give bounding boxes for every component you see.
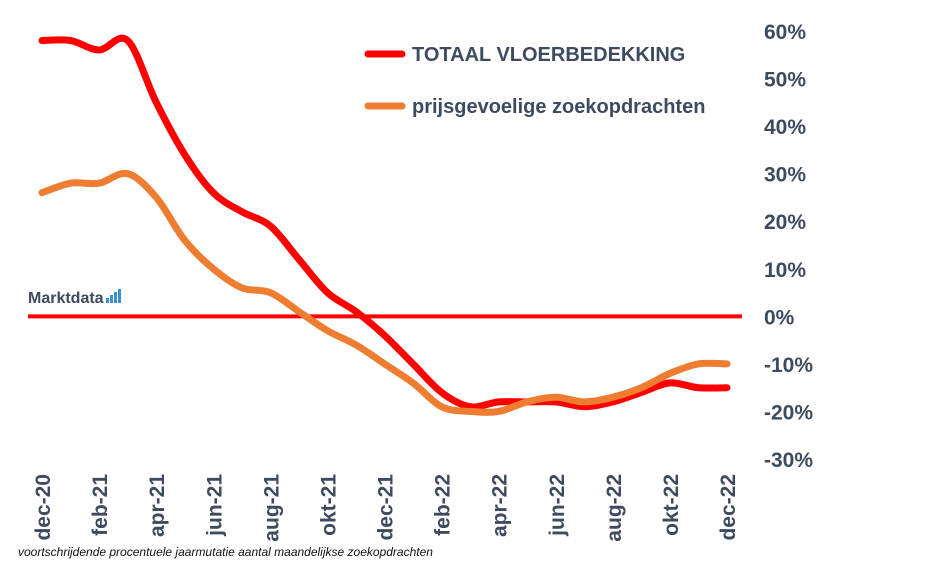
y-axis-ticks: 60% 50% 40% 30% 20% 10% 0% -10% -20% -30% [764, 21, 813, 472]
series-line-totaal-vloerbedekking [38, 34, 731, 411]
y-tick-label: 30% [764, 164, 806, 187]
y-tick-label: -10% [764, 354, 813, 377]
x-tick-label: okt-22 [660, 474, 683, 536]
y-tick-label: 10% [764, 259, 806, 282]
y-tick-label: -30% [764, 449, 813, 472]
y-tick-label: 0% [764, 306, 795, 329]
x-tick-label: feb-22 [432, 474, 455, 536]
x-tick-label: dec-21 [375, 474, 398, 541]
logo-text: Marktdata [28, 290, 104, 307]
legend-label-prijsgevoelig: prijsgevoelige zoekopdrachten [412, 96, 705, 118]
x-tick-label: aug-22 [603, 474, 626, 542]
y-tick-label: 40% [764, 116, 806, 139]
x-tick-label: apr-22 [489, 474, 512, 537]
series-line-prijsgevoelige-zoekopdrachten [38, 169, 731, 416]
x-tick-label: jun-22 [546, 474, 569, 537]
bar-chart-icon [105, 289, 122, 308]
y-tick-label: 20% [764, 211, 806, 234]
y-tick-label: 60% [764, 21, 806, 44]
x-tick-label: dec-20 [32, 474, 55, 541]
x-tick-label: jun-21 [203, 474, 226, 537]
marktdata-logo: Marktdata [28, 289, 122, 308]
x-tick-label: dec-22 [717, 474, 740, 541]
x-tick-label: aug-21 [260, 474, 283, 542]
series-layer [38, 34, 731, 416]
x-axis-ticks: dec-20 feb-21 apr-21 jun-21 aug-21 okt-21 dec-… [32, 474, 740, 542]
y-tick-label: 50% [764, 69, 806, 92]
x-tick-label: feb-21 [89, 474, 112, 536]
x-tick-label: okt-21 [317, 474, 340, 536]
x-tick-label: apr-21 [146, 474, 169, 537]
chart-footnote: voortschrijdende procentuele jaarmutatie… [18, 545, 433, 559]
y-tick-label: -20% [764, 401, 813, 424]
legend: TOTAAL VLOERBEDEKKING prijsgevoelige zoe… [364, 44, 705, 118]
legend-label-totaal: TOTAAL VLOERBEDEKKING [412, 44, 685, 66]
